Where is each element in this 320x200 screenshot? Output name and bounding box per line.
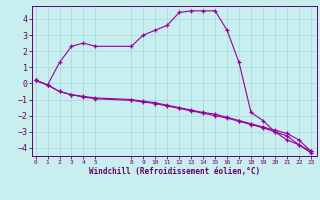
X-axis label: Windchill (Refroidissement éolien,°C): Windchill (Refroidissement éolien,°C)	[89, 167, 260, 176]
